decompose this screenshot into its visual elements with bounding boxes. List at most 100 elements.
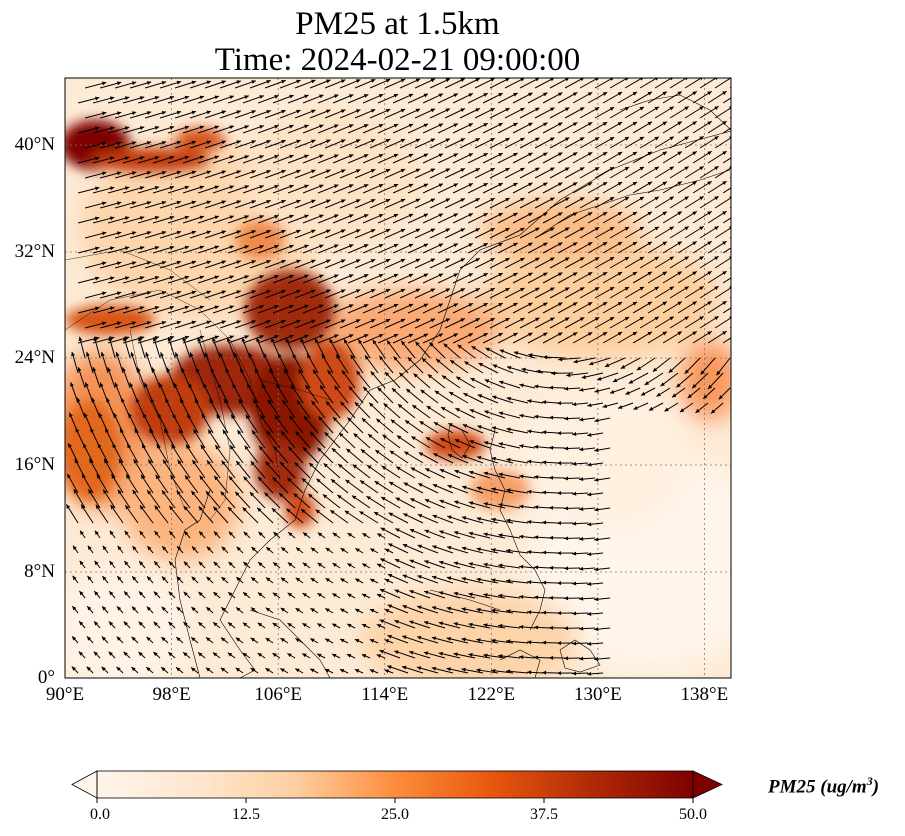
wind-vector-head xyxy=(423,651,429,656)
wind-vector-head xyxy=(274,154,279,159)
wind-vector-head xyxy=(609,107,615,111)
wind-vector-head xyxy=(483,623,488,628)
colorbar xyxy=(71,770,723,803)
wind-vector-head xyxy=(251,230,256,234)
wind-vector-head xyxy=(572,671,577,676)
wind-vector-head xyxy=(700,78,703,81)
wind-vector-head xyxy=(579,107,585,112)
wind-vector-head xyxy=(184,275,190,280)
wind-vector-head xyxy=(87,575,92,581)
wind-vector-head xyxy=(408,183,414,188)
wind-vector-head xyxy=(169,335,175,340)
wind-vector-head xyxy=(557,401,562,406)
wind-vector-head xyxy=(379,619,385,624)
wind-vector-head xyxy=(176,170,182,175)
wind-vector-head xyxy=(347,593,352,598)
wind-vector-head xyxy=(326,139,331,144)
wind-vector-head xyxy=(325,401,331,406)
wind-vector-head xyxy=(594,388,599,393)
wind-vector-head xyxy=(340,79,346,84)
wind-vector-head xyxy=(714,166,719,171)
wind-vector-head xyxy=(116,201,122,206)
wind-vector-head xyxy=(587,582,592,587)
wind-vector-head xyxy=(628,379,634,384)
wind-vector-head xyxy=(209,398,214,404)
wind-vector-head xyxy=(87,606,92,611)
wind-vector-head xyxy=(468,652,473,657)
wind-vector-head xyxy=(669,106,674,111)
wind-vector-head xyxy=(281,109,286,114)
wind-vector-head xyxy=(602,332,608,336)
wind-vector-head xyxy=(400,258,406,263)
wind-vector-head xyxy=(311,199,316,204)
wind-vector-head xyxy=(311,259,316,264)
wind-vector-head xyxy=(469,440,474,444)
wind-vector-head xyxy=(549,505,554,510)
wind-vector-head xyxy=(687,394,693,399)
wind-vector-head xyxy=(461,546,467,551)
wind-vector-head xyxy=(579,387,584,392)
wind-vector-head xyxy=(235,491,240,497)
wind-vector-head xyxy=(378,94,384,98)
wind-vector-head xyxy=(311,169,316,174)
wind-vector-head xyxy=(505,198,510,202)
wind-vector-head xyxy=(221,460,226,465)
wind-vector-head xyxy=(448,423,453,427)
wind-vector-head xyxy=(468,501,474,506)
wind-vector-head xyxy=(572,551,577,556)
wind-vector-head xyxy=(251,110,256,114)
wind-vector-head xyxy=(237,430,242,435)
wind-vector-head xyxy=(385,79,391,83)
wind-vector-head xyxy=(476,668,481,673)
wind-vector-head xyxy=(199,305,205,310)
wind-vector-head xyxy=(668,368,674,373)
wind-vector-head xyxy=(229,155,234,160)
wind-vector-head xyxy=(242,622,248,627)
wind-vector-head xyxy=(519,625,524,629)
wind-vector-head xyxy=(194,398,199,404)
wind-vector-head xyxy=(347,417,352,422)
wind-vector-head xyxy=(423,620,429,625)
wind-vector-head xyxy=(609,287,615,291)
wind-vector-head xyxy=(152,336,157,342)
wind-vector-head xyxy=(67,473,72,479)
wind-vector-head xyxy=(296,79,301,84)
wind-vector-head xyxy=(304,274,309,279)
wind-vector-head xyxy=(393,356,398,361)
wind-vector-head xyxy=(289,334,294,339)
wind-vector-head xyxy=(146,81,152,85)
wind-vector-head xyxy=(535,197,540,202)
wind-vector-head xyxy=(624,256,630,261)
wind-vector-head xyxy=(388,512,394,517)
wind-vector-head xyxy=(340,289,346,294)
wind-vector-head xyxy=(587,432,592,437)
wind-vector-head xyxy=(714,286,719,291)
wind-vector-head xyxy=(612,378,618,383)
wind-vector-head xyxy=(384,579,390,583)
wind-vector-head xyxy=(199,245,205,250)
wind-vector-head xyxy=(244,185,249,189)
wind-vector-head xyxy=(662,271,667,276)
wind-vector-head xyxy=(647,91,653,96)
wind-vector-head xyxy=(670,78,674,81)
wind-vector-head xyxy=(632,91,638,96)
wind-vector-head xyxy=(498,303,503,307)
wind-vector-head xyxy=(236,110,241,115)
wind-vector-head xyxy=(296,289,301,294)
wind-vector-head xyxy=(468,93,473,97)
wind-vector-head xyxy=(348,386,353,391)
wind-vector-head xyxy=(520,257,525,262)
wind-vector-head xyxy=(557,461,562,466)
wind-vector-head xyxy=(587,92,593,97)
wind-vector-head xyxy=(245,414,250,420)
wind-vector-head xyxy=(260,415,265,420)
wind-vector-head xyxy=(116,261,122,266)
wind-vector-head xyxy=(216,414,221,419)
wind-vector-head xyxy=(446,576,452,581)
wind-vector-head xyxy=(266,110,271,114)
wind-vector-head xyxy=(579,507,584,511)
wind-vector-head xyxy=(124,156,130,161)
wind-vector-head xyxy=(443,343,448,348)
wind-vector-head xyxy=(393,243,399,248)
lon-tick-114e: 114°E xyxy=(361,684,409,705)
